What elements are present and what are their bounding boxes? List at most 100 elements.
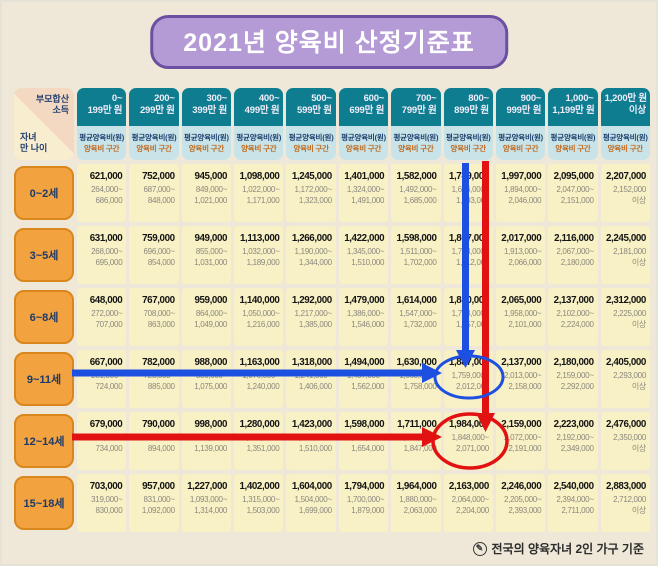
range-from: 268,000~: [91, 247, 123, 256]
support-cell: 2,065,000 1,958,000~ 2,101,000: [495, 288, 546, 346]
support-range: 735,000~ 894,000: [131, 433, 176, 455]
range-from: 2,205,000~: [504, 495, 542, 504]
average-support-value: 2,116,000: [554, 233, 594, 244]
corner-age-axis-label: 자녀 만 나이: [20, 131, 48, 153]
range-from: 319,000~: [91, 495, 123, 504]
average-support-value: 621,000: [89, 171, 123, 182]
support-range: 2,293,000 이상: [603, 371, 646, 393]
range-from: 1,241,000~: [294, 371, 333, 380]
range-from: 2,152,000: [613, 185, 646, 194]
range-to: 1,075,000: [194, 381, 228, 391]
support-cell: 2,223,000 2,192,000~ 2,349,000: [548, 412, 598, 470]
support-range: 2,067,000~ 2,180,000: [550, 247, 594, 269]
income-range-line1: 900~: [520, 93, 542, 104]
average-support-value: 1,280,000: [239, 419, 280, 430]
range-from: 1,759,000~: [451, 371, 490, 380]
support-range: 1,172,000~ 1,323,000: [288, 185, 333, 207]
pen-icon: ✎: [472, 541, 487, 556]
support-range: 319,000~ 830,000: [79, 495, 123, 517]
range-from: 735,000~: [143, 433, 176, 442]
income-range-line2: 499만 원: [244, 105, 280, 117]
support-cell: 988,000 886,000~ 1,075,000: [181, 350, 232, 408]
range-to: 1,323,000: [298, 195, 332, 205]
income-range-line1: 600~: [363, 93, 385, 104]
row-label-age: 6~8세: [14, 290, 74, 344]
range-from: 1,880,000~: [399, 495, 437, 504]
range-to: 724,000: [95, 381, 123, 391]
support-range: 2,102,000~ 2,224,000: [550, 309, 594, 331]
average-support-value: 1,850,000: [448, 295, 489, 306]
support-range: 1,345,000~ 1,510,000: [341, 247, 385, 269]
subheader-range-label: 양육비 구간: [136, 143, 172, 153]
range-from: 2,293,000: [613, 371, 646, 380]
average-support-value: 2,180,000: [553, 357, 594, 368]
income-range-label: 1,200만 원 이상: [600, 88, 650, 126]
support-table: 부모합산 소득 자녀 만 나이 0~ 199만 원 평균양육비(원) 양육비 구간 20…: [14, 88, 650, 532]
support-range: 1,547,000~ 1,732,000: [393, 309, 437, 331]
range-to: 1,503,000: [246, 505, 280, 515]
range-to: 1,189,000: [246, 257, 280, 267]
range-to: 2,066,000: [508, 257, 542, 267]
income-range-label: 400~ 499만 원: [234, 88, 284, 126]
average-support-value: 667,000: [89, 357, 123, 368]
support-range: 1,655,000~ 1,847,000: [393, 433, 437, 455]
income-range-line1: 300~: [206, 93, 228, 104]
range-from: 281,000~: [91, 371, 123, 380]
range-to: 2,393,000: [508, 505, 542, 515]
average-support-value: 759,000: [142, 233, 175, 244]
support-range: 1,759,000~ 2,012,000: [446, 371, 490, 393]
support-range: 2,192,000~ 2,349,000: [550, 433, 594, 455]
range-to: 1,893,000: [456, 195, 489, 205]
range-from: 1,076,000~: [242, 371, 280, 380]
support-cell: 1,318,000 1,241,000~ 1,406,000: [286, 350, 336, 408]
page-title-text: 2021년 양육비 산정기준표: [183, 29, 475, 57]
support-range: 1,386,000~ 1,546,000: [341, 309, 385, 331]
range-from: 1,324,000~: [346, 185, 385, 194]
support-range: 708,000~ 863,000: [131, 309, 176, 331]
support-cell: 1,807,000 1,703,000~ 1,912,000: [443, 226, 493, 284]
range-to: 이상: [631, 319, 646, 329]
range-from: 1,022,000~: [242, 185, 280, 194]
range-to: 830,000: [95, 505, 123, 515]
support-range: 281,000~ 724,000: [79, 371, 123, 393]
corner-cell: 부모합산 소득 자녀 만 나이: [14, 88, 74, 160]
support-cell: 1,163,000 1,076,000~ 1,240,000: [234, 350, 284, 408]
range-to: 2,046,000: [508, 195, 542, 205]
average-support-value: 2,095,000: [553, 171, 594, 182]
average-support-value: 1,997,000: [501, 171, 542, 182]
support-range: 1,032,000~ 1,189,000: [236, 247, 280, 269]
income-range-line1: 1,200만 원: [604, 93, 647, 104]
average-support-value: 1,711,000: [397, 419, 437, 430]
income-range-line2: 799만 원: [401, 105, 437, 117]
subheader-range-label: 양육비 구간: [188, 143, 225, 153]
income-range-label: 0~ 199만 원: [77, 88, 127, 126]
column-header: 1,000~ 1,199만 원 평균양육비(원) 양육비 구간: [548, 88, 598, 160]
range-to: 848,000: [147, 195, 175, 205]
support-range: 1,563,000~ 1,758,000: [393, 371, 437, 393]
support-range: 2,152,000 이상: [603, 185, 646, 207]
average-support-value: 1,113,000: [240, 233, 280, 244]
range-from: 864,000~: [195, 309, 228, 318]
support-range: 1,217,000~ 1,385,000: [288, 309, 333, 331]
range-from: 2,712,000: [613, 495, 646, 504]
support-cell: 782,000 725,000~ 885,000: [129, 350, 179, 408]
average-support-value: 1,423,000: [291, 419, 332, 430]
average-support-value: 1,794,000: [344, 481, 385, 492]
row-label-age: 9~11세: [14, 352, 74, 406]
support-cell: 2,405,000 2,293,000 이상: [600, 350, 650, 408]
range-from: 1,093,000~: [189, 495, 228, 504]
support-cell: 679,000 295,000~ 734,000: [77, 412, 127, 470]
column-header: 1,200만 원 이상 평균양육비(원) 양육비 구간: [600, 88, 650, 160]
support-range: 831,000~ 1,092,000: [131, 495, 175, 517]
support-range: 1,511,000~ 1,702,000: [393, 247, 437, 269]
corner-income-axis-label: 부모합산 소득: [35, 94, 69, 116]
support-cell: 1,630,000 1,563,000~ 1,758,000: [391, 350, 441, 408]
support-cell: 1,598,000 1,511,000~ 1,654,000: [338, 412, 389, 470]
income-range-line2: 1,199만 원: [552, 105, 595, 117]
subheader-average-label: 평균양육비(원): [184, 133, 229, 143]
support-cell: 1,964,000 1,880,000~ 2,063,000: [391, 474, 441, 532]
range-to: 2,158,000: [508, 381, 542, 391]
subheader-range-label: 양육비 구간: [83, 143, 120, 153]
range-to: 2,071,000: [456, 443, 489, 453]
column-subheader: 평균양육비(원) 양육비 구간: [495, 126, 546, 160]
